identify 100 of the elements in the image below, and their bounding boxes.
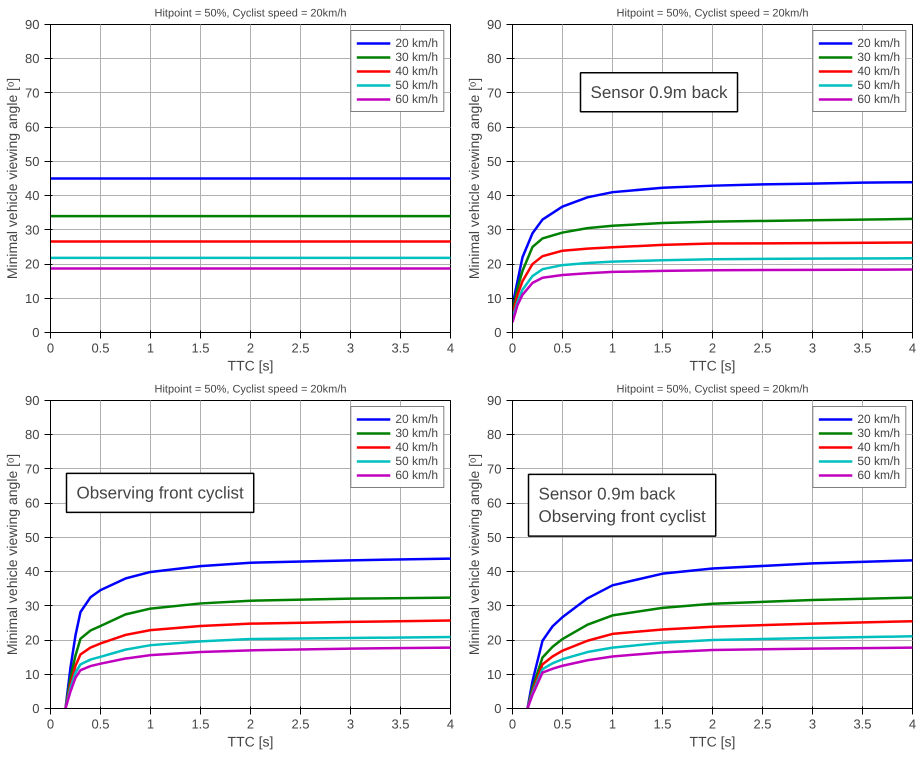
y-tick-label: 50 [487, 154, 502, 169]
x-tick-label: 2.5 [753, 716, 772, 732]
y-tick-label: 80 [25, 427, 40, 442]
legend-label: 20 km/h [395, 36, 438, 50]
x-tick-label: 1 [608, 340, 616, 356]
legend-label: 20 km/h [857, 36, 900, 50]
x-tick-label: 3 [808, 340, 816, 356]
y-tick-label: 80 [487, 427, 502, 442]
x-tick-label: 0 [508, 340, 516, 356]
x-tick-label: 3.5 [391, 340, 410, 356]
x-tick-label: 0.5 [91, 716, 110, 732]
legend-label: 30 km/h [857, 50, 900, 64]
x-tick-label: 0 [508, 716, 516, 732]
y-tick-label: 30 [25, 222, 40, 238]
y-tick-label: 60 [25, 120, 40, 135]
x-tick-label: 2.5 [291, 716, 310, 732]
y-tick-label: 10 [487, 666, 502, 682]
annotation: Observing front cyclist [76, 483, 244, 502]
legend-label: 50 km/h [857, 78, 900, 92]
y-tick-label: 0 [32, 325, 40, 340]
x-tick-label: 2 [708, 716, 716, 732]
chart-title: Hitpoint = 50%, Cyclist speed = 20km/h [616, 384, 808, 396]
y-tick-label: 40 [25, 188, 40, 204]
x-tick-label: 1.5 [653, 716, 672, 732]
y-tick-label: 80 [487, 51, 502, 66]
x-tick-label: 1.5 [191, 340, 210, 356]
x-axis-title: TTC [s] [690, 734, 736, 750]
x-axis-title: TTC [s] [228, 734, 274, 750]
y-axis-title: Minimal vehicle viewing angle [ᵒ] [466, 78, 482, 280]
y-axis-title: Minimal vehicle viewing angle [ᵒ] [4, 454, 20, 656]
x-axis-title: TTC [s] [690, 358, 736, 374]
y-tick-label: 40 [25, 564, 40, 580]
y-tick-label: 40 [487, 564, 502, 580]
x-tick-label: 1.5 [191, 716, 210, 732]
y-tick-label: 20 [25, 632, 40, 648]
legend-label: 60 km/h [395, 468, 438, 482]
x-tick-label: 4 [446, 340, 454, 356]
y-tick-label: 40 [487, 188, 502, 204]
x-tick-label: 3 [808, 716, 816, 732]
y-tick-label: 90 [25, 17, 40, 32]
x-tick-label: 3.5 [853, 716, 872, 732]
y-tick-label: 70 [487, 461, 502, 476]
x-tick-label: 4 [908, 340, 916, 356]
y-tick-label: 10 [25, 290, 40, 306]
legend-label: 50 km/h [395, 78, 438, 92]
y-tick-label: 50 [487, 530, 502, 545]
legend-label: 40 km/h [395, 64, 438, 78]
y-tick-label: 80 [25, 51, 40, 66]
x-tick-label: 2 [246, 716, 254, 732]
annotation: Sensor 0.9m back [590, 82, 728, 102]
x-tick-label: 1 [146, 340, 154, 356]
legend-label: 30 km/h [857, 426, 900, 440]
y-tick-label: 10 [25, 666, 40, 682]
x-tick-label: 1 [608, 716, 616, 732]
legend-label: 40 km/h [857, 64, 900, 78]
y-tick-label: 50 [25, 154, 40, 169]
y-tick-label: 60 [487, 120, 502, 135]
y-tick-label: 0 [494, 325, 502, 340]
y-tick-label: 0 [32, 701, 40, 716]
legend-label: 20 km/h [857, 412, 900, 426]
y-tick-label: 60 [487, 496, 502, 511]
x-tick-label: 0 [46, 340, 54, 356]
y-tick-label: 20 [487, 632, 502, 648]
x-tick-label: 2 [246, 340, 254, 356]
y-tick-label: 20 [25, 256, 40, 272]
y-tick-label: 70 [487, 85, 502, 100]
x-tick-label: 2.5 [753, 340, 772, 356]
legend-label: 60 km/h [395, 92, 438, 106]
y-tick-label: 60 [25, 496, 40, 511]
x-tick-label: 3 [346, 340, 354, 356]
y-tick-label: 10 [487, 290, 502, 306]
legend-label: 60 km/h [857, 468, 900, 482]
x-tick-label: 3.5 [853, 340, 872, 356]
legend-label: 40 km/h [395, 440, 438, 454]
legend-label: 30 km/h [395, 426, 438, 440]
legend-label: 20 km/h [395, 412, 438, 426]
y-tick-label: 90 [25, 393, 40, 408]
y-tick-label: 70 [25, 85, 40, 100]
y-tick-label: 50 [25, 530, 40, 545]
legend-label: 30 km/h [395, 50, 438, 64]
legend-label: 50 km/h [395, 454, 438, 468]
chart-title: Hitpoint = 50%, Cyclist speed = 20km/h [154, 384, 346, 396]
annotation: Sensor 0.9m back Observing front cyclist [538, 484, 706, 526]
legend-label: 40 km/h [857, 440, 900, 454]
x-tick-label: 4 [446, 716, 454, 732]
y-tick-label: 30 [487, 222, 502, 238]
y-tick-label: 0 [494, 701, 502, 716]
x-axis-title: TTC [s] [228, 358, 274, 374]
x-tick-label: 4 [908, 716, 916, 732]
y-tick-label: 90 [487, 17, 502, 32]
y-axis-title: Minimal vehicle viewing angle [ᵒ] [4, 78, 20, 280]
x-tick-label: 2 [708, 340, 716, 356]
y-tick-label: 90 [487, 393, 502, 408]
legend-label: 60 km/h [857, 92, 900, 106]
x-tick-label: 1 [146, 716, 154, 732]
y-axis-title: Minimal vehicle viewing angle [ᵒ] [466, 454, 482, 656]
chart-title: Hitpoint = 50%, Cyclist speed = 20km/h [154, 8, 346, 20]
x-tick-label: 3.5 [391, 716, 410, 732]
x-tick-label: 0.5 [553, 716, 572, 732]
x-tick-label: 3 [346, 716, 354, 732]
